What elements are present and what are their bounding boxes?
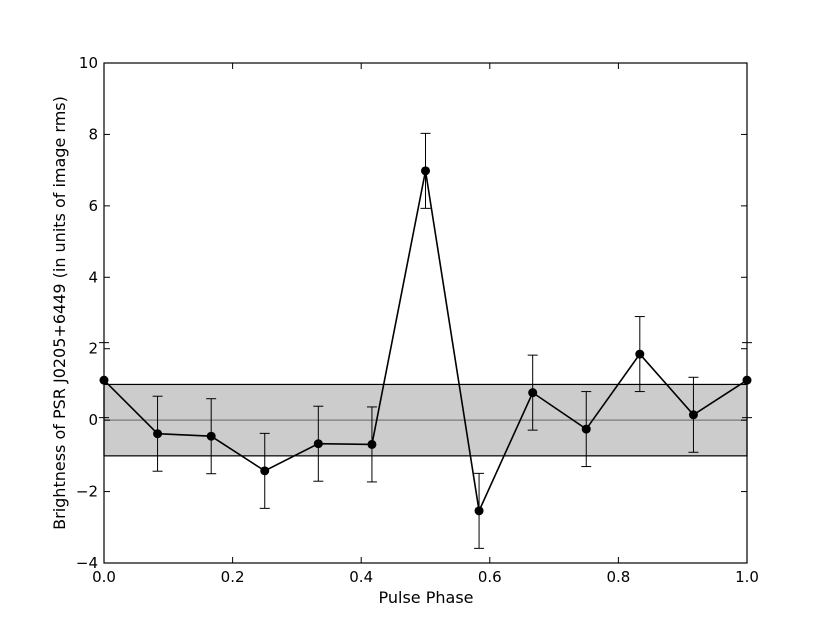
data-point [528, 388, 538, 398]
y-tick-label: 2 [88, 340, 98, 358]
y-tick-label: −2 [76, 483, 98, 501]
y-tick-label: −4 [76, 554, 98, 572]
data-point [313, 439, 323, 449]
data-point [206, 431, 216, 441]
x-tick-label: 0.2 [221, 568, 245, 586]
data-point [367, 439, 377, 449]
x-tick-label: 0.0 [92, 568, 116, 586]
plot-area [99, 132, 752, 549]
data-point [260, 466, 270, 476]
y-tick-label: 10 [79, 54, 98, 72]
series-line [103, 170, 748, 514]
data-point [581, 424, 591, 434]
y-tick-label: 6 [88, 197, 98, 215]
x-tick-label: 0.8 [606, 568, 630, 586]
axis-ticks: 0.0 0.2 0.4 0.6 0.8 1.0 −4 −2 0 2 4 6 8 10 [76, 54, 759, 586]
x-tick-label: 0.4 [349, 568, 373, 586]
data-point [474, 506, 484, 516]
y-tick-label: 4 [88, 268, 98, 286]
y-tick-label: 0 [88, 411, 98, 429]
x-axis-label: Pulse Phase [379, 588, 474, 607]
x-tick-label: 0.6 [478, 568, 502, 586]
x-tick-label: 1.0 [735, 568, 759, 586]
data-point [421, 166, 430, 176]
y-tick-label: 8 [88, 125, 98, 143]
data-point [635, 349, 645, 359]
plot-frame [103, 62, 748, 564]
data-point [153, 429, 163, 439]
y-axis-label: Brightness of PSR J0205+6449 (in units o… [50, 96, 69, 530]
data-point [688, 410, 698, 420]
